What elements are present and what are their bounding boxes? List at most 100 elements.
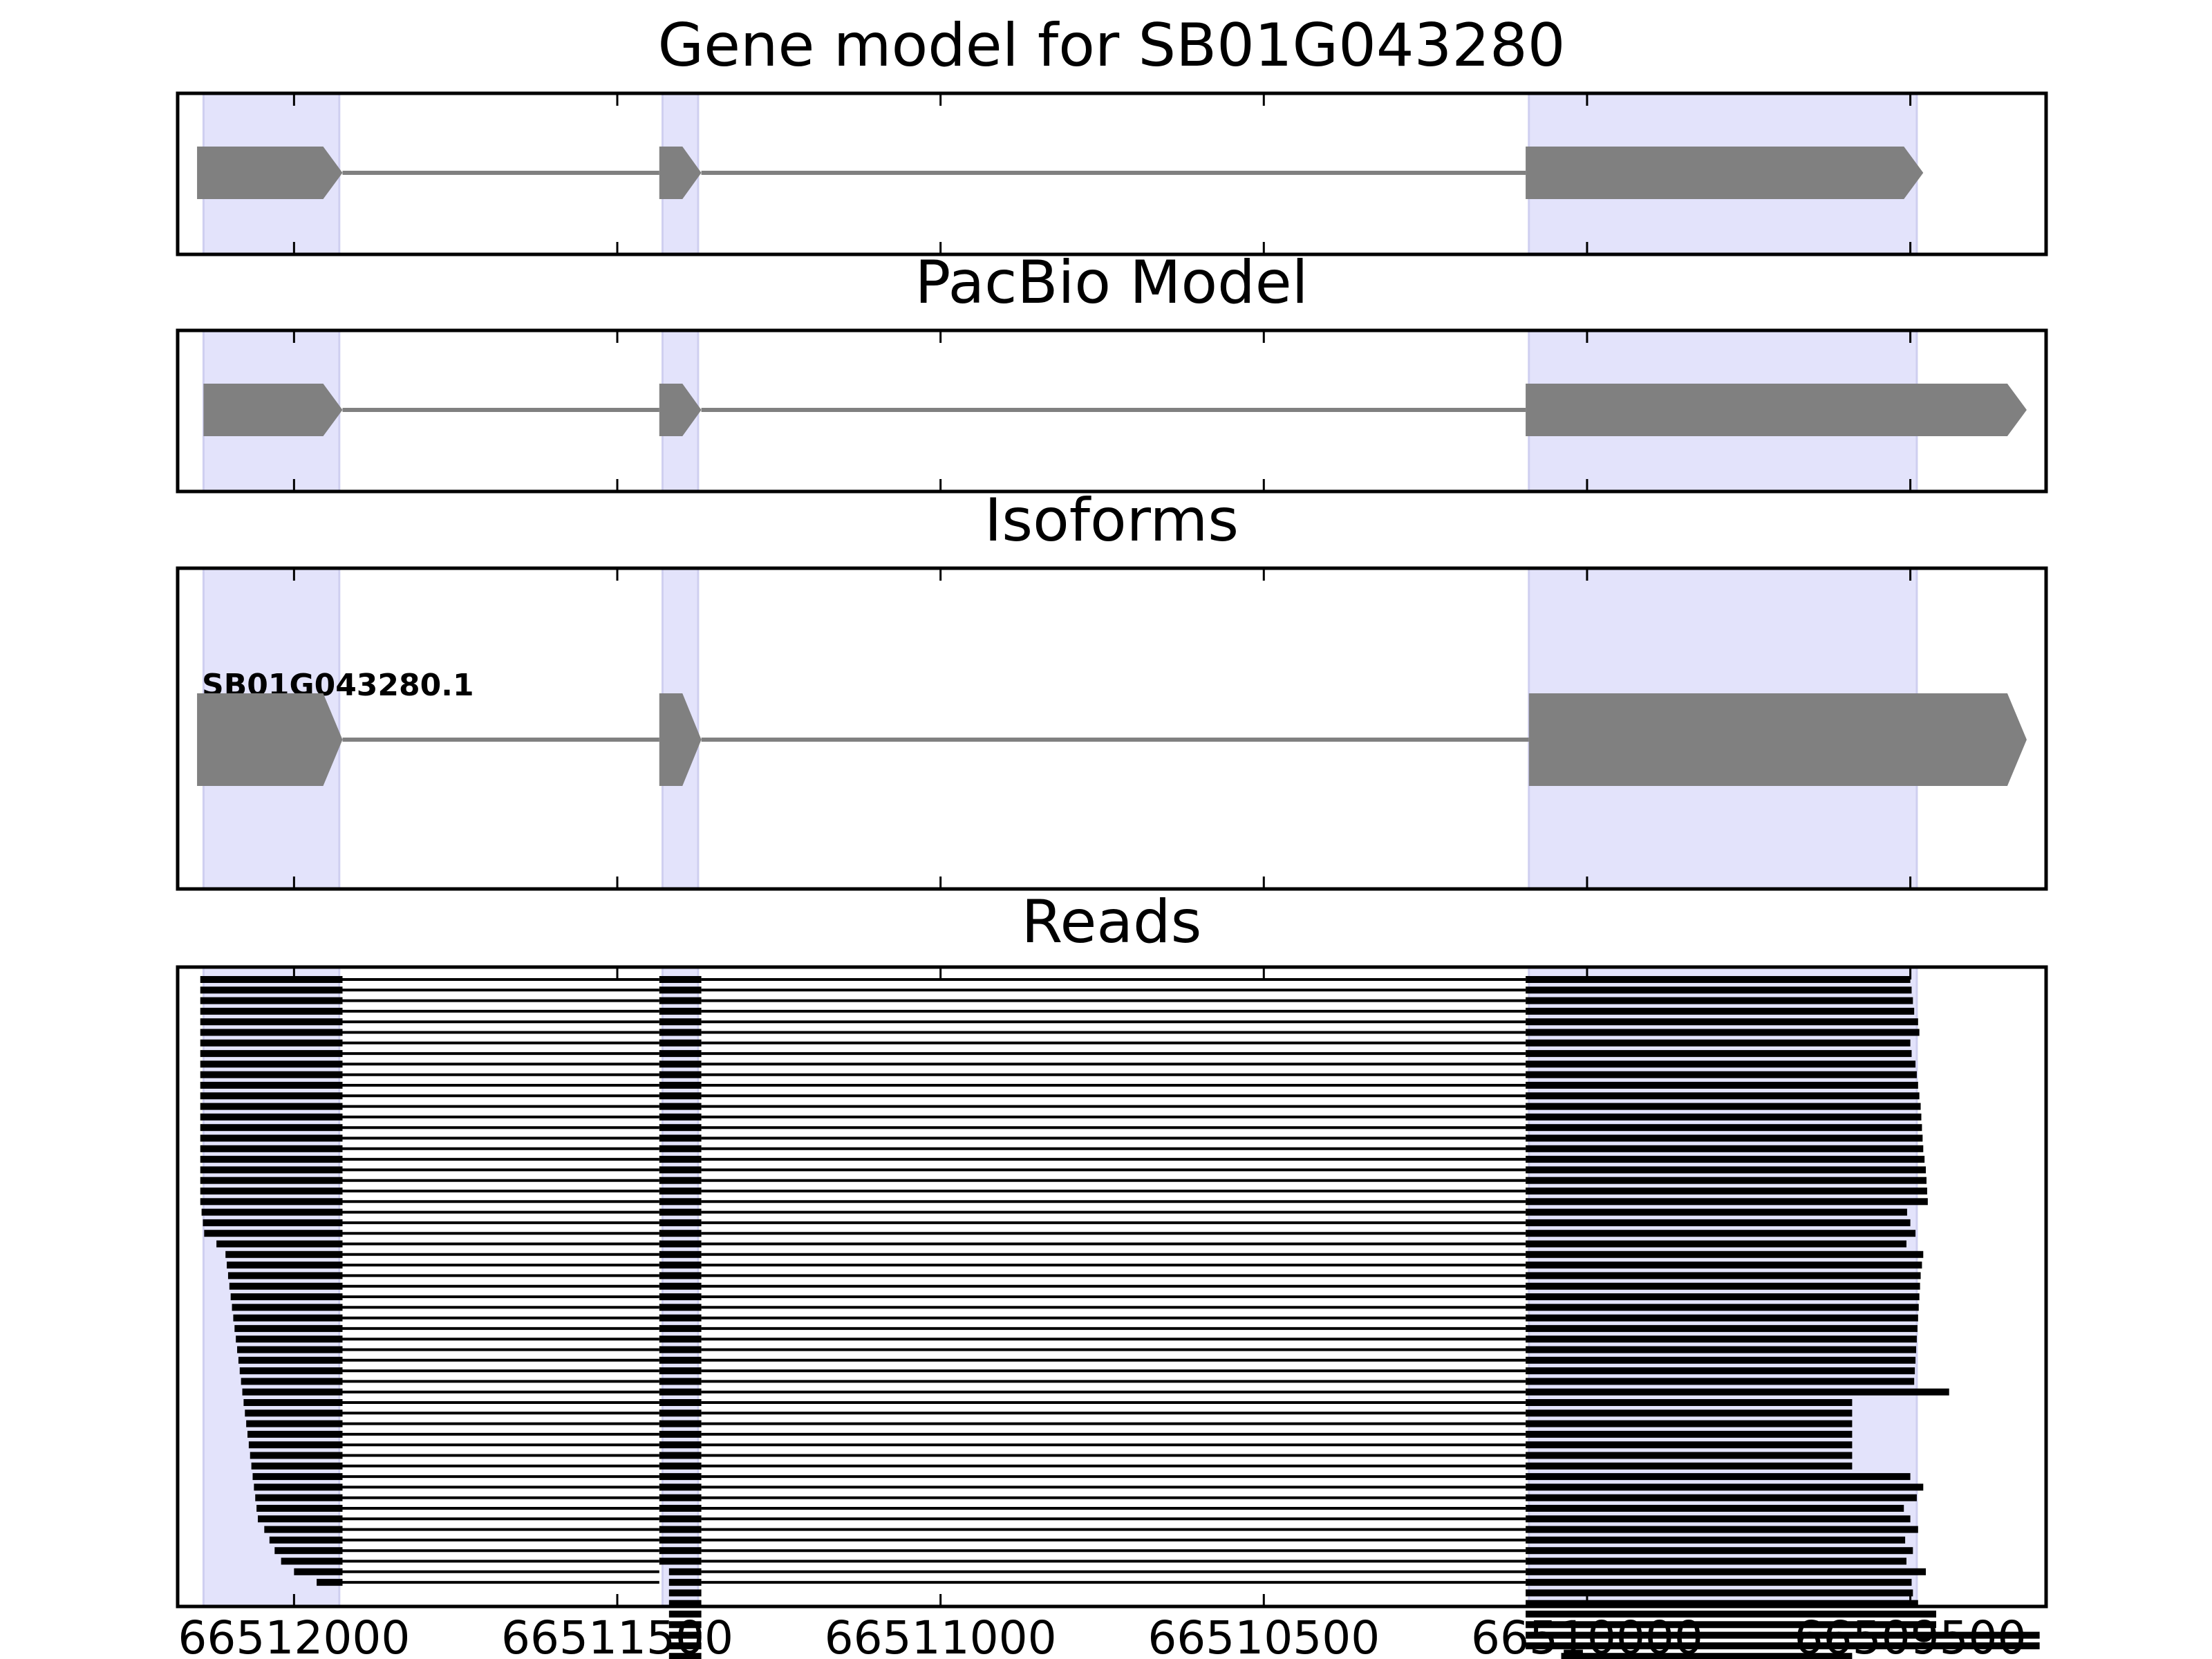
read [200, 1177, 1927, 1184]
read-exon [659, 1536, 702, 1544]
read [227, 1262, 1922, 1269]
read-exon [1526, 1018, 1918, 1026]
read-exon [227, 1262, 343, 1269]
read-exon [659, 1314, 702, 1322]
read-exon [1526, 1208, 1907, 1216]
read [269, 1536, 1906, 1544]
read-exon [234, 1324, 343, 1332]
exon-block [659, 147, 702, 199]
read [668, 1611, 1936, 1618]
read-exon [1526, 1156, 1925, 1163]
read-exon [251, 1462, 343, 1470]
exon-block [1526, 147, 1924, 199]
read-exon [200, 1134, 343, 1142]
gene-model-panel: Gene model for SB01G043280 [176, 11, 2048, 256]
read-exon [1526, 1579, 1912, 1586]
exon-block [1526, 384, 2027, 436]
read-exon [264, 1526, 343, 1533]
read-exon [659, 1208, 702, 1216]
read-exon [1526, 1134, 1923, 1142]
isoforms-title: Isoforms [984, 486, 1239, 555]
read-exon [659, 1483, 702, 1491]
pacbio-model-title: PacBio Model [915, 248, 1308, 317]
read [257, 1515, 1911, 1523]
read-exon [1526, 1145, 1924, 1152]
read-exon [230, 1293, 343, 1300]
read-exon [659, 1092, 702, 1100]
isoforms-panel: Isoforms SB01G043280.1 [176, 486, 2048, 891]
read-exon [1526, 1547, 1913, 1555]
read [200, 1124, 1922, 1132]
read-exon [200, 976, 343, 983]
read [200, 1113, 1922, 1121]
read [255, 1494, 1917, 1501]
read [200, 1082, 1918, 1089]
read-exon [659, 1219, 702, 1226]
read-exon [659, 986, 702, 994]
read [200, 1071, 1917, 1078]
read-exon [659, 997, 702, 1004]
read-exon [1526, 1335, 1917, 1343]
exon-block [203, 384, 343, 436]
read-exon [668, 1653, 702, 1659]
read-exon [246, 1420, 343, 1427]
read-exon [1526, 1240, 1906, 1248]
read-exon [659, 1039, 702, 1047]
reads-panel: Reads [176, 888, 2048, 1659]
read-exon [659, 1547, 702, 1555]
read [200, 1134, 1923, 1142]
read [200, 1145, 1924, 1152]
read [243, 1399, 1853, 1406]
read-exon [1526, 1356, 1916, 1364]
read-exon [294, 1568, 343, 1575]
read-exon [1526, 1230, 1916, 1237]
read-exon [1526, 1505, 1904, 1512]
read-exon [1526, 1409, 1853, 1417]
read-exon [659, 1113, 702, 1121]
read-exon [659, 1335, 702, 1343]
read-exon [274, 1547, 343, 1555]
read-exon [659, 1293, 702, 1300]
read-exon [659, 1007, 702, 1015]
read-exon [1526, 1050, 1912, 1058]
read-exon [659, 1409, 702, 1417]
read-exon [659, 1430, 702, 1438]
read-exon [659, 1230, 702, 1237]
read-exon [659, 1198, 702, 1206]
read-exon [659, 1473, 702, 1481]
x-tick-label: 66512000 [178, 1611, 410, 1659]
read-exon [659, 1378, 702, 1385]
read-exon [1526, 1536, 1906, 1544]
read-exon [216, 1240, 343, 1248]
read-exon [659, 1262, 702, 1269]
read-exon [200, 1198, 343, 1206]
panel-frame [176, 566, 2048, 891]
read-exon [659, 1282, 702, 1290]
read-exon [250, 1452, 343, 1459]
read [250, 1452, 1853, 1459]
read-exon [1526, 1399, 1853, 1406]
read-exon [659, 1240, 702, 1248]
read-exon [659, 1441, 702, 1449]
read-exon [1526, 1272, 1921, 1280]
read [200, 1039, 1911, 1047]
read-exon [1561, 1653, 1853, 1659]
read-exon [1526, 1420, 1853, 1427]
read-exon [1526, 1060, 1916, 1068]
read-exon [238, 1356, 343, 1364]
read-exon [1526, 976, 1911, 983]
read-exon [281, 1557, 343, 1565]
read [668, 1631, 2040, 1639]
read-exon [200, 997, 343, 1004]
read-exon [1526, 1611, 1936, 1618]
read [668, 1642, 2040, 1649]
read-exon [1526, 1367, 1915, 1375]
x-axis-tick-labels: 66512000 66511500 66511000 66510500 66510000… [178, 1611, 2026, 1659]
read [200, 997, 1913, 1004]
read-exon [1526, 1568, 1927, 1575]
read-exon [1526, 1314, 1918, 1322]
read-exon [668, 1611, 702, 1618]
pacbio-model-panel: PacBio Model [176, 248, 2048, 494]
read-exon [1526, 1430, 1853, 1438]
